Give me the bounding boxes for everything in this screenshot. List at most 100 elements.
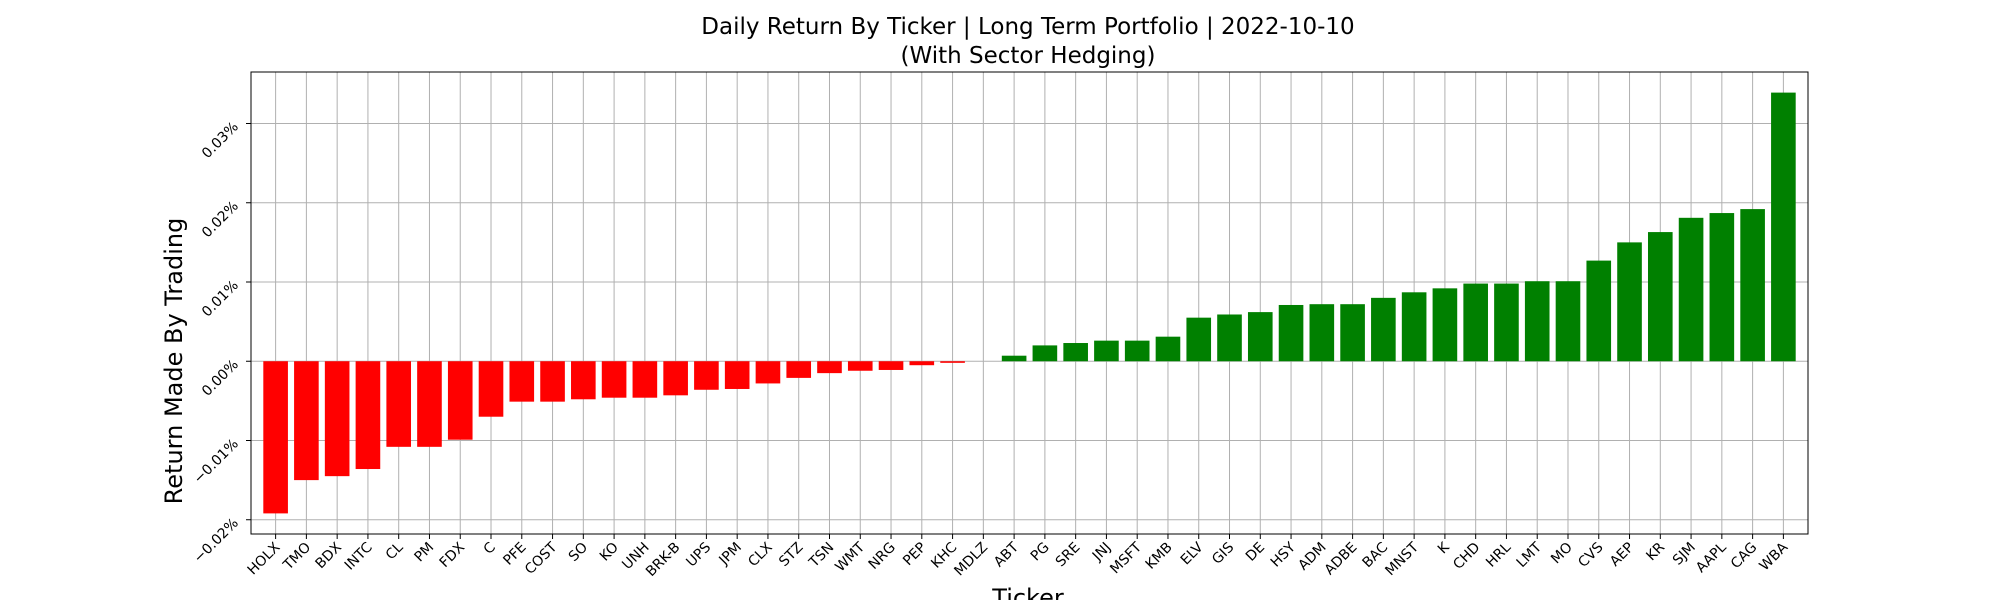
bar-so <box>571 361 596 400</box>
bar-holx <box>263 361 288 514</box>
x-tick-label: NRG <box>866 540 899 573</box>
bar-clx <box>755 361 781 384</box>
bar-pg <box>1032 345 1058 362</box>
y-tick-label: −0.01% <box>191 436 242 487</box>
bar-unh <box>632 361 658 398</box>
bar-adm <box>1309 304 1335 362</box>
x-axis-label: Ticker <box>991 584 1064 600</box>
bar-elv <box>1186 317 1212 362</box>
x-tick-label: MDLZ <box>951 540 991 580</box>
bar-c <box>478 361 504 417</box>
x-tick-label: HOLX <box>245 539 284 578</box>
x-tick-label: KR <box>1643 539 1668 564</box>
bar-abt <box>1001 355 1027 362</box>
bar-hrl <box>1494 283 1519 362</box>
x-tick-label: PM <box>411 540 437 566</box>
x-tick-label: HSY <box>1268 539 1299 570</box>
x-tick-label: STZ <box>776 540 806 570</box>
x-tick-label: JNJ <box>1089 540 1114 565</box>
y-tick-label: 0.02% <box>199 198 242 241</box>
x-tick-label: WBA <box>1757 539 1792 574</box>
y-ticks: −0.02% −0.01% 0.00% 0.01% 0.02% 0.03% <box>191 119 251 566</box>
bar-lmt <box>1524 281 1550 362</box>
x-tick-label: TMO <box>280 540 314 574</box>
bar-k <box>1432 288 1458 362</box>
x-tick-label: BRK-B <box>643 540 683 580</box>
x-tick-label: BDX <box>312 539 345 572</box>
bar-wba <box>1771 92 1796 362</box>
y-tick-label: 0.00% <box>199 357 242 400</box>
x-tick-label: ABT <box>991 539 1022 570</box>
chart-subtitle: (With Sector Hedging) <box>901 43 1156 69</box>
y-tick-label: 0.03% <box>199 119 242 162</box>
x-tick-label: FDX <box>437 539 469 571</box>
x-tick-label: KMB <box>1143 540 1176 573</box>
bar-gis <box>1217 314 1242 362</box>
bar-mo <box>1555 281 1581 362</box>
bar-cost <box>540 361 565 402</box>
x-tick-label: HRL <box>1483 539 1514 570</box>
x-tick-label: CAG <box>1728 540 1761 573</box>
bar-chd <box>1463 283 1488 362</box>
y-axis-label: Return Made By Trading <box>160 218 188 505</box>
bar-de <box>1247 312 1273 362</box>
x-tick-label: GIS <box>1209 539 1237 567</box>
x-tick-label: LMT <box>1514 539 1546 571</box>
bar-tsn <box>817 361 842 374</box>
bar-kr <box>1647 232 1673 362</box>
plot-frame <box>250 71 1809 535</box>
x-tick-label: MSFT <box>1107 539 1145 577</box>
bar-nrg <box>878 361 904 370</box>
x-tick-label: TSN <box>806 540 838 572</box>
y-tick-label: −0.02% <box>191 515 242 566</box>
x-tick-label: ADBE <box>1322 540 1361 579</box>
x-tick-label: CVS <box>1575 539 1606 570</box>
bar-hsy <box>1278 304 1304 362</box>
x-tick-label: PG <box>1028 540 1053 565</box>
bar-sjm <box>1678 217 1704 362</box>
bar-fdx <box>447 361 473 440</box>
bar-khc <box>940 361 965 363</box>
bar-pep <box>909 361 935 366</box>
bar-bdx <box>324 361 350 477</box>
x-tick-label: AAPL <box>1693 539 1730 576</box>
bar-cag <box>1740 209 1765 362</box>
x-tick-label: AEP <box>1607 540 1637 570</box>
bar-mnst <box>1401 292 1427 362</box>
bar-stz <box>786 361 812 378</box>
bar-bac <box>1371 297 1396 362</box>
bar-kmb <box>1155 336 1181 362</box>
bar-aep <box>1617 242 1642 362</box>
x-tick-label: SO <box>566 540 591 565</box>
bar-tmo <box>294 361 319 481</box>
x-tick-label: MO <box>1548 540 1576 568</box>
x-tick-label: CHD <box>1450 540 1483 573</box>
bar-ups <box>694 361 719 390</box>
bar-pm <box>417 361 442 447</box>
bar-adbe <box>1340 304 1365 362</box>
x-tick-label: C <box>481 539 499 557</box>
x-tick-label: COST <box>522 539 561 578</box>
bar-jnj <box>1094 340 1119 362</box>
x-tick-label: UPS <box>683 539 714 570</box>
x-tick-label: DE <box>1243 540 1268 565</box>
x-tick-label: CL <box>383 539 407 563</box>
bar-brk-b <box>663 361 688 396</box>
bar-ko <box>601 361 627 398</box>
bar-jpm <box>724 361 750 389</box>
grid-lines <box>251 72 1808 534</box>
x-tick-label: K <box>1435 539 1453 557</box>
bar-wmt <box>847 361 873 371</box>
x-tick-label: SRE <box>1053 540 1084 571</box>
x-tick-label: ELV <box>1178 539 1207 568</box>
bars-group <box>263 92 1796 514</box>
x-tick-label: CLX <box>745 539 776 570</box>
bar-cvs <box>1586 260 1612 362</box>
x-tick-label: KO <box>597 540 622 565</box>
x-tick-label: INTC <box>342 539 376 573</box>
bar-sre <box>1063 343 1088 362</box>
x-tick-label: PEP <box>900 540 930 570</box>
y-tick-label: 0.01% <box>199 278 242 321</box>
